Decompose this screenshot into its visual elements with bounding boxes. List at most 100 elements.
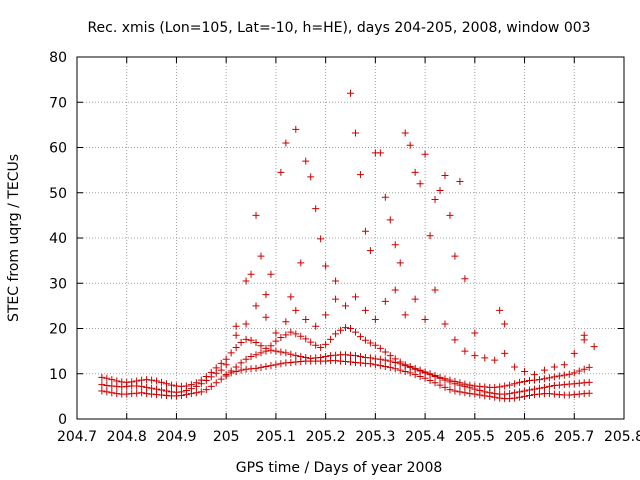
data-point <box>217 375 225 383</box>
data-point <box>187 381 195 389</box>
data-point <box>501 382 509 390</box>
y-tick-label: 10 <box>49 367 67 383</box>
data-point <box>232 363 240 371</box>
y-tick-label: 80 <box>49 50 67 66</box>
data-point <box>202 386 210 394</box>
data-point <box>287 328 295 336</box>
data-point <box>252 339 260 347</box>
data-point <box>381 297 389 305</box>
data-point <box>242 335 250 343</box>
x-tick-label: 205.8 <box>604 429 640 445</box>
data-point <box>381 193 389 201</box>
data-point <box>441 320 449 328</box>
data-point <box>232 344 240 352</box>
x-tick-label: 204.8 <box>107 429 147 445</box>
data-point <box>401 129 409 137</box>
data-point <box>192 389 200 397</box>
data-point <box>337 326 345 334</box>
data-point <box>466 381 474 389</box>
data-point <box>98 387 106 395</box>
data-point <box>138 382 146 390</box>
data-point <box>143 383 151 391</box>
data-point <box>307 173 315 181</box>
data-point <box>262 313 270 321</box>
data-point <box>356 171 364 179</box>
y-tick-label: 70 <box>49 95 67 111</box>
data-point <box>351 293 359 301</box>
data-point <box>436 381 444 389</box>
data-point <box>351 328 359 336</box>
x-tick-label: 205.2 <box>306 429 346 445</box>
data-point <box>386 352 394 360</box>
data-point <box>411 364 419 372</box>
data-point <box>167 381 175 389</box>
data-point <box>108 389 116 397</box>
data-point <box>381 356 389 364</box>
data-point <box>292 330 300 338</box>
data-point <box>496 383 504 391</box>
data-point <box>585 378 593 386</box>
data-point <box>237 359 245 367</box>
y-axis-label: STEC from uqrg / TECUs <box>6 154 22 322</box>
data-point <box>272 337 280 345</box>
data-point <box>217 359 225 367</box>
data-point <box>381 348 389 356</box>
data-point <box>257 342 265 350</box>
data-point <box>501 349 509 357</box>
data-point <box>232 331 240 339</box>
data-point <box>158 378 166 386</box>
data-point <box>526 386 534 394</box>
data-point <box>431 196 439 204</box>
data-point <box>376 355 384 363</box>
data-point <box>451 252 459 260</box>
data-point <box>411 295 419 303</box>
data-point <box>237 339 245 347</box>
data-point <box>277 168 285 176</box>
data-point <box>277 348 285 356</box>
data-point <box>421 368 429 376</box>
y-tick-label: 60 <box>49 141 67 157</box>
data-point <box>560 371 568 379</box>
data-point <box>282 318 290 326</box>
data-point <box>282 139 290 147</box>
data-point <box>441 172 449 180</box>
data-point <box>446 376 454 384</box>
data-point <box>322 340 330 348</box>
y-tick-label: 40 <box>49 231 67 247</box>
data-point <box>252 351 260 359</box>
data-point <box>222 371 230 379</box>
data-point <box>237 366 245 374</box>
data-point <box>356 353 364 361</box>
data-point <box>197 376 205 384</box>
data-point <box>471 329 479 337</box>
data-point <box>441 383 449 391</box>
data-point <box>202 372 210 380</box>
data-point <box>297 332 305 340</box>
data-point <box>416 366 424 374</box>
data-point <box>361 227 369 235</box>
data-point <box>312 205 320 213</box>
data-point <box>113 377 121 385</box>
data-point <box>521 387 529 395</box>
data-point <box>575 367 583 375</box>
data-point <box>217 366 225 374</box>
data-point <box>103 388 111 396</box>
data-point <box>585 363 593 371</box>
x-tick-label: 205.4 <box>405 429 445 445</box>
data-point <box>436 186 444 194</box>
data-point <box>302 157 310 165</box>
data-point <box>153 377 161 385</box>
data-point <box>103 374 111 382</box>
data-point <box>332 330 340 338</box>
data-point <box>133 377 141 385</box>
data-point <box>322 262 330 270</box>
data-point <box>282 331 290 339</box>
data-point <box>550 373 558 381</box>
data-point <box>431 372 439 380</box>
data-point <box>371 315 379 323</box>
data-point <box>312 322 320 330</box>
data-point <box>456 388 464 396</box>
data-point <box>371 361 379 369</box>
